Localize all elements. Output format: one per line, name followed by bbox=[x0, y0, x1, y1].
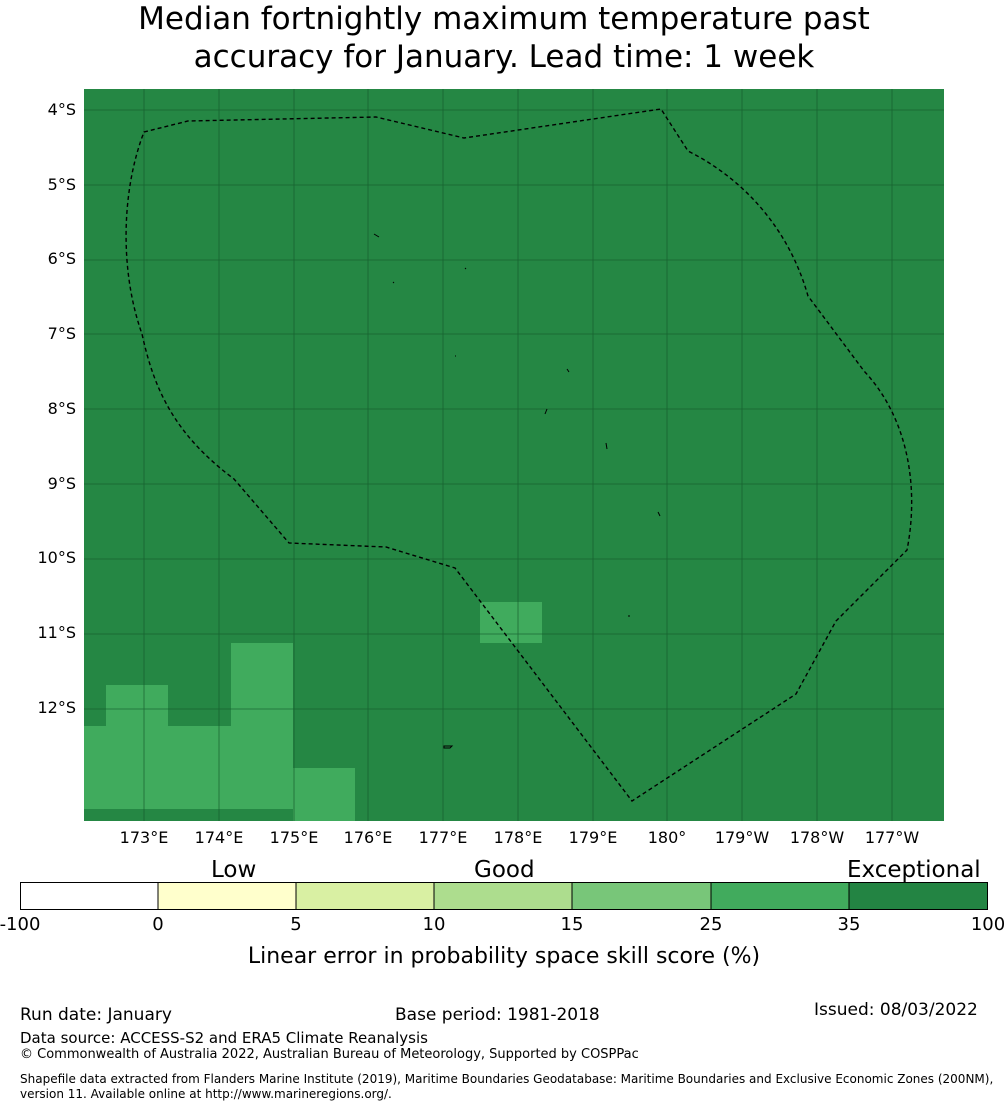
island bbox=[544, 408, 548, 415]
title-line-2: accuracy for January. Lead time: 1 week bbox=[193, 39, 815, 75]
lon-label: 179°W bbox=[714, 828, 770, 847]
lat-label: 11°S bbox=[37, 623, 76, 642]
colorbar-tick: 10 bbox=[422, 914, 446, 935]
chart-title: Median fortnightly maximum temperature p… bbox=[0, 0, 1008, 76]
category-good: Good bbox=[474, 857, 535, 883]
lon-label: 179°E bbox=[568, 828, 618, 847]
colorbar-segment bbox=[296, 882, 434, 910]
colorbar-tick: 100 bbox=[970, 914, 1006, 935]
lighter-skill-patches bbox=[84, 602, 542, 821]
skill-background bbox=[84, 89, 944, 821]
colorbar-label: Linear error in probability space skill … bbox=[247, 944, 761, 969]
lat-label: 12°S bbox=[37, 698, 76, 717]
skill-patch bbox=[231, 643, 293, 809]
lon-label: 177°W bbox=[864, 828, 920, 847]
skill-patch bbox=[480, 602, 542, 643]
islands bbox=[373, 233, 661, 749]
title-line-1: Median fortnightly maximum temperature p… bbox=[138, 1, 870, 37]
colorbar-outline bbox=[20, 882, 988, 910]
island bbox=[392, 281, 395, 284]
colorbar-border bbox=[20, 882, 988, 910]
island bbox=[373, 233, 380, 238]
shapefile-credit-1: Shapefile data extracted from Flanders M… bbox=[20, 1072, 994, 1086]
lat-label: 4°S bbox=[47, 100, 76, 119]
island bbox=[657, 511, 661, 517]
island bbox=[464, 267, 467, 270]
eez-boundary bbox=[125, 108, 913, 802]
lon-label: 175°E bbox=[269, 828, 319, 847]
lat-label: 5°S bbox=[47, 175, 76, 194]
colorbar-segment bbox=[572, 882, 711, 910]
colorbar-dividers bbox=[157, 882, 850, 910]
base-period: Base period: 1981-2018 bbox=[395, 1005, 600, 1025]
data-source: Data source: ACCESS-S2 and ERA5 Climate … bbox=[20, 1029, 428, 1047]
lat-label: 10°S bbox=[37, 548, 76, 567]
colorbar-segment bbox=[20, 882, 158, 910]
colorbar-tick: 0 bbox=[152, 914, 164, 935]
category-low: Low bbox=[211, 857, 257, 883]
colorbar-tick: 15 bbox=[560, 914, 584, 935]
lon-label: 178°W bbox=[789, 828, 845, 847]
lon-label: 174°E bbox=[194, 828, 244, 847]
lat-label: 7°S bbox=[47, 324, 76, 343]
island bbox=[605, 442, 608, 450]
lon-label: 173°E bbox=[119, 828, 169, 847]
colorbar-tick: 25 bbox=[699, 914, 723, 935]
colorbar-segment bbox=[711, 882, 849, 910]
category-exceptional: Exceptional bbox=[847, 857, 981, 883]
lat-label: 8°S bbox=[47, 399, 76, 418]
island bbox=[443, 745, 454, 749]
gridlines bbox=[84, 89, 944, 821]
skill-patch bbox=[293, 768, 355, 821]
shapefile-credit-2: version 11. Available online at http://w… bbox=[20, 1087, 392, 1101]
lon-label: 180° bbox=[647, 828, 687, 847]
island bbox=[566, 368, 570, 373]
skill-patch bbox=[84, 726, 231, 809]
colorbar-segment bbox=[849, 882, 988, 910]
colorbar bbox=[20, 882, 988, 910]
lat-label: 6°S bbox=[47, 249, 76, 268]
colorbar-tick: 35 bbox=[837, 914, 861, 935]
map-svg bbox=[84, 89, 944, 821]
run-date: Run date: January bbox=[20, 1005, 172, 1025]
colorbar-segment bbox=[158, 882, 296, 910]
colorbar-tick: 5 bbox=[290, 914, 302, 935]
colorbar-tick: -100 bbox=[0, 914, 41, 935]
map-panel bbox=[84, 89, 944, 821]
lat-label: 9°S bbox=[47, 474, 76, 493]
lon-label: 178°E bbox=[493, 828, 543, 847]
issued-date: Issued: 08/03/2022 bbox=[814, 1000, 978, 1020]
lon-label: 177°E bbox=[418, 828, 468, 847]
copyright: © Commonwealth of Australia 2022, Austra… bbox=[20, 1047, 639, 1062]
lon-label: 176°E bbox=[343, 828, 393, 847]
colorbar-segment bbox=[434, 882, 572, 910]
